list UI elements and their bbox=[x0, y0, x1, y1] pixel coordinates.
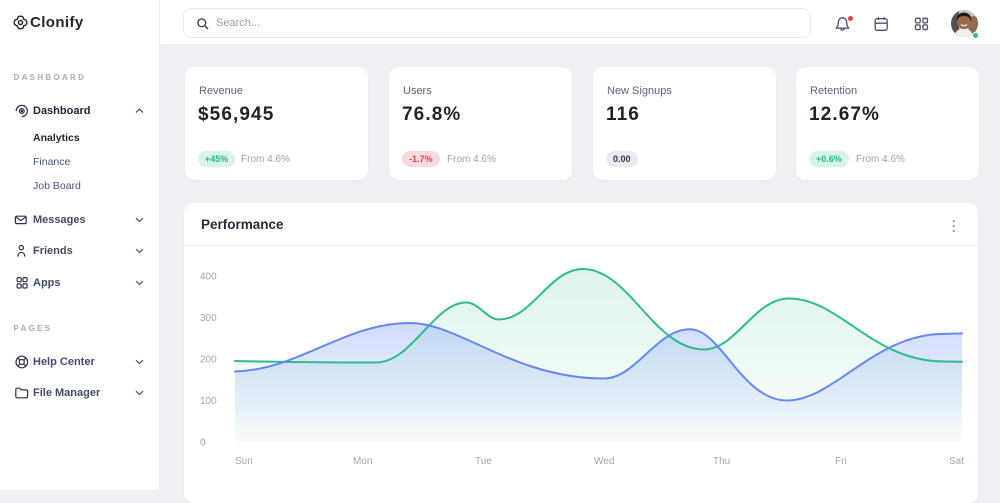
svg-text:Thu: Thu bbox=[713, 456, 730, 467]
svg-text:Sat: Sat bbox=[949, 456, 964, 467]
svg-text:0: 0 bbox=[200, 438, 206, 449]
svg-text:Sun: Sun bbox=[235, 456, 253, 467]
svg-text:400: 400 bbox=[200, 272, 217, 283]
svg-text:Fri: Fri bbox=[835, 456, 847, 467]
svg-text:200: 200 bbox=[200, 355, 217, 366]
svg-text:Mon: Mon bbox=[353, 456, 372, 467]
svg-text:100: 100 bbox=[200, 396, 217, 407]
svg-text:Tue: Tue bbox=[475, 456, 492, 467]
svg-text:300: 300 bbox=[200, 313, 217, 324]
svg-text:Wed: Wed bbox=[594, 456, 614, 467]
